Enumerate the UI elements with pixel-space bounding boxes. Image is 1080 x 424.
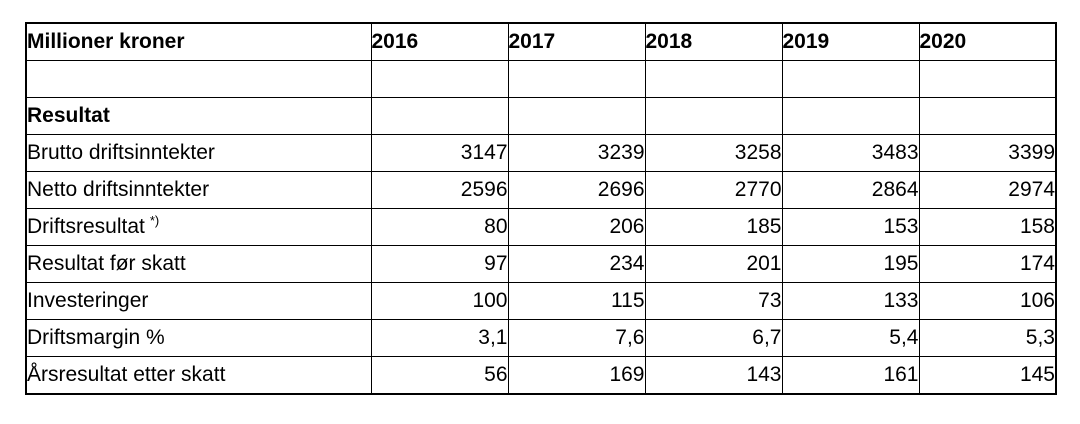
value-cell: 153 [781, 208, 920, 246]
empty-cell [918, 97, 1057, 135]
value-cell: 2974 [918, 171, 1057, 209]
table-row-brutto-driftsinntekter: Brutto driftsinntekter 3147 3239 3258 34… [25, 134, 1057, 172]
financial-results-table: Millioner kroner 2016 2017 2018 2019 202… [25, 22, 1057, 395]
table-row-resultat-foer-skatt: Resultat før skatt 97 234 201 195 174 [25, 245, 1057, 283]
empty-cell [25, 60, 372, 98]
empty-cell [370, 97, 509, 135]
value-cell: 158 [918, 208, 1057, 246]
value-cell: 56 [370, 356, 509, 395]
empty-cell [781, 97, 920, 135]
value-cell: 3483 [781, 134, 920, 172]
unit-label: Millioner kroner [25, 22, 372, 61]
value-cell: 5,4 [781, 319, 920, 357]
value-cell: 234 [507, 245, 646, 283]
row-label: Resultat før skatt [25, 245, 372, 283]
row-label: Driftsmargin % [25, 319, 372, 357]
row-label: Brutto driftsinntekter [25, 134, 372, 172]
value-cell: 169 [507, 356, 646, 395]
value-cell: 2770 [644, 171, 783, 209]
value-cell: 3239 [507, 134, 646, 172]
empty-cell [781, 60, 920, 98]
value-cell: 97 [370, 245, 509, 283]
empty-cell [644, 60, 783, 98]
value-cell: 73 [644, 282, 783, 320]
value-cell: 7,6 [507, 319, 646, 357]
table-row-investeringer: Investeringer 100 115 73 133 106 [25, 282, 1057, 320]
spacer-row [25, 60, 1057, 98]
table-row-driftsresultat: Driftsresultat *) 80 206 185 153 158 [25, 208, 1057, 246]
empty-cell [644, 97, 783, 135]
section-row: Resultat [25, 97, 1057, 135]
row-label: Investeringer [25, 282, 372, 320]
table-row-netto-driftsinntekter: Netto driftsinntekter 2596 2696 2770 286… [25, 171, 1057, 209]
value-cell: 5,3 [918, 319, 1057, 357]
value-cell: 185 [644, 208, 783, 246]
value-cell: 3,1 [370, 319, 509, 357]
value-cell: 3147 [370, 134, 509, 172]
value-cell: 2864 [781, 171, 920, 209]
value-cell: 2696 [507, 171, 646, 209]
row-label: Årsresultat etter skatt [25, 356, 372, 395]
row-label: Driftsresultat *) [25, 208, 372, 246]
empty-cell [918, 60, 1057, 98]
value-cell: 106 [918, 282, 1057, 320]
value-cell: 2596 [370, 171, 509, 209]
row-label: Netto driftsinntekter [25, 171, 372, 209]
footnote-marker: *) [149, 213, 160, 228]
value-cell: 115 [507, 282, 646, 320]
value-cell: 195 [781, 245, 920, 283]
value-cell: 161 [781, 356, 920, 395]
year-header-2017: 2017 [507, 22, 646, 61]
year-header-2018: 2018 [644, 22, 783, 61]
value-cell: 143 [644, 356, 783, 395]
header-row: Millioner kroner 2016 2017 2018 2019 202… [25, 22, 1057, 61]
value-cell: 201 [644, 245, 783, 283]
value-cell: 3399 [918, 134, 1057, 172]
value-cell: 206 [507, 208, 646, 246]
value-cell: 133 [781, 282, 920, 320]
row-label-text: Driftsresultat [27, 215, 145, 238]
value-cell: 6,7 [644, 319, 783, 357]
year-header-2019: 2019 [781, 22, 920, 61]
value-cell: 174 [918, 245, 1057, 283]
section-title: Resultat [25, 97, 372, 135]
value-cell: 3258 [644, 134, 783, 172]
table-row-driftsmargin: Driftsmargin % 3,1 7,6 6,7 5,4 5,3 [25, 319, 1057, 357]
value-cell: 100 [370, 282, 509, 320]
empty-cell [507, 60, 646, 98]
empty-cell [370, 60, 509, 98]
year-header-2016: 2016 [370, 22, 509, 61]
value-cell: 80 [370, 208, 509, 246]
value-cell: 145 [918, 356, 1057, 395]
empty-cell [507, 97, 646, 135]
table-row-aarsresultat-etter-skatt: Årsresultat etter skatt 56 169 143 161 1… [25, 356, 1057, 395]
year-header-2020: 2020 [918, 22, 1057, 61]
